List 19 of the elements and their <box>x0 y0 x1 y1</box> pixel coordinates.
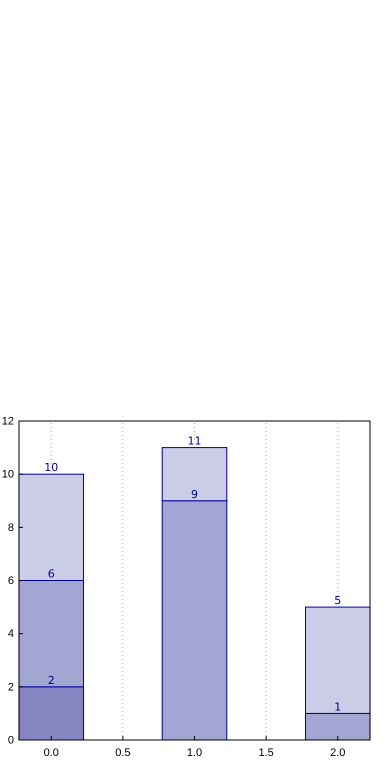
total-label: 10 <box>44 461 58 474</box>
x-tick-label: 1.5 <box>258 746 274 759</box>
y-tick-label: 8 <box>8 522 14 534</box>
y-tick-label: 6 <box>8 575 14 588</box>
x-tick-label: 2.0 <box>330 746 346 759</box>
annotation: 2 <box>48 674 55 687</box>
total-label: 5 <box>334 594 342 608</box>
annotation: 9 <box>191 488 198 501</box>
x-tick-label: 0.0 <box>44 746 59 759</box>
x-tick-label: 0.5 <box>115 746 131 759</box>
x-tick-label: 1.0 <box>186 746 202 759</box>
y-tick-label: 10 <box>2 468 14 481</box>
annotation: 1 <box>334 700 342 714</box>
annotation: 6 <box>48 568 55 580</box>
y-tick-label: 0 <box>8 734 14 747</box>
y-tick-label: 12 <box>2 416 14 428</box>
y-tick-label: 2 <box>8 681 14 694</box>
y-tick-label: 4 <box>8 628 14 640</box>
total-label: 11 <box>188 434 202 448</box>
